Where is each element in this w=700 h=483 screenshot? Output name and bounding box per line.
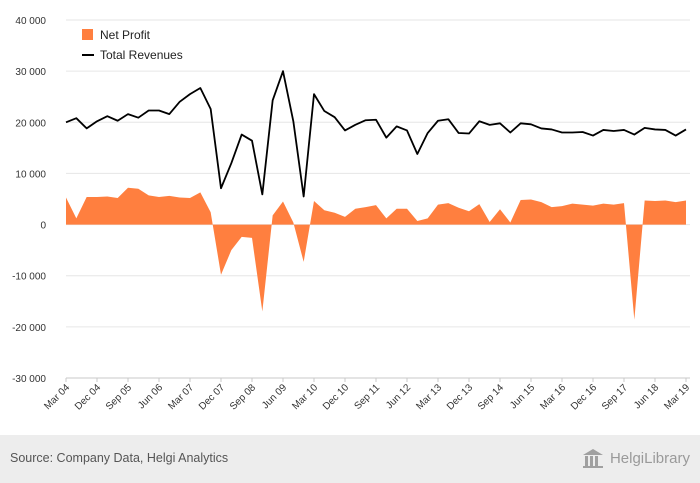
x-tick-label: Sep 11: [352, 382, 382, 412]
legend-label-total-revenues: Total Revenues: [100, 48, 183, 62]
plot-area: [65, 70, 687, 320]
x-tick-label: Sep 17: [600, 382, 630, 412]
y-tick-label: -20 000: [12, 323, 46, 334]
y-tick-label: 20 000: [15, 118, 46, 129]
source-text: Source: Company Data, Helgi Analytics: [10, 451, 229, 465]
y-tick-label: -10 000: [12, 272, 46, 283]
x-tick-label: Jun 06: [136, 382, 165, 411]
x-axis: Mar 04 Dec 04 Sep 05 Jun 06 Mar 07 Dec 07 Sep …: [42, 377, 692, 413]
x-tick-label: Jun 09: [260, 382, 289, 411]
y-tick-label: 10 000: [15, 169, 46, 180]
x-tick-label: Sep 05: [104, 382, 134, 412]
x-tick-label: Mar 04: [42, 382, 72, 412]
x-tick-label: Mar 13: [414, 382, 444, 412]
x-tick-label: Sep 08: [228, 382, 258, 412]
y-tick-label: -30 000: [12, 374, 46, 385]
x-tick-label: Dec 04: [73, 382, 103, 412]
y-axis: -30 000 -20 000 -10 000 0 10 000 20 000 30 000…: [12, 16, 46, 385]
x-tick-label: Mar 07: [166, 382, 196, 412]
x-tick-label: Dec 07: [197, 382, 227, 412]
series-area-net-profit: [66, 187, 686, 320]
x-tick-label: Mar 19: [662, 382, 692, 412]
x-tick-label: Dec 13: [445, 382, 475, 412]
library-icon: [582, 449, 603, 468]
x-tick-label: Dec 10: [321, 382, 351, 412]
legend-swatch-net-profit: [82, 29, 93, 40]
x-tick-label: Dec 16: [569, 382, 599, 412]
y-tick-label: 30 000: [15, 67, 46, 78]
x-tick-label: Jun 18: [632, 382, 661, 411]
x-tick-label: Mar 16: [538, 382, 568, 412]
x-tick-label: Mar 10: [290, 382, 320, 412]
footer: Source: Company Data, Helgi Analytics He…: [0, 435, 700, 483]
brand-name: HelgiLibrary: [609, 449, 690, 467]
x-tick-label: Jun 12: [384, 382, 413, 411]
y-tick-label: 40 000: [15, 16, 46, 27]
x-tick-label: Jun 15: [508, 382, 537, 411]
x-tick-label: Sep 14: [476, 382, 506, 412]
legend: Net Profit Total Revenues: [82, 28, 183, 62]
legend-label-net-profit: Net Profit: [100, 28, 151, 42]
brand-logo: HelgiLibrary: [582, 447, 690, 469]
y-tick-label: 0: [40, 221, 46, 232]
chart: -30 000 -20 000 -10 000 0 10 000 20 000 30 000…: [12, 16, 692, 413]
series-line-total-revenues: [65, 70, 687, 198]
